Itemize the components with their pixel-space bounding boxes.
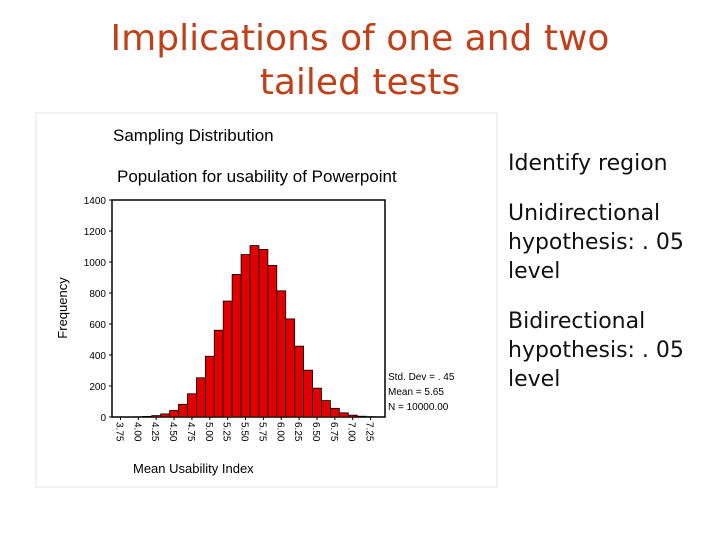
bar bbox=[338, 412, 349, 418]
bar bbox=[151, 415, 162, 418]
y-tick-label: 1000 bbox=[84, 258, 107, 269]
bar bbox=[142, 415, 153, 418]
bar bbox=[213, 329, 224, 418]
y-tick-label: 400 bbox=[89, 351, 106, 362]
bar bbox=[204, 355, 215, 418]
bar bbox=[303, 369, 313, 418]
x-tick-label: 4.50 bbox=[167, 422, 178, 442]
bar bbox=[312, 387, 322, 418]
bar bbox=[267, 265, 278, 418]
x-tick-label: 6.50 bbox=[310, 422, 321, 442]
bar bbox=[321, 400, 331, 418]
bullet-text: hypothesis: . 05 bbox=[508, 338, 684, 363]
x-tick-label: 4.25 bbox=[149, 422, 160, 442]
bar bbox=[347, 414, 358, 418]
x-tick-label: 7.25 bbox=[364, 422, 375, 442]
bar bbox=[258, 249, 269, 418]
bar bbox=[195, 377, 206, 418]
bullet-text: Bidirectional bbox=[508, 309, 645, 334]
y-tick-label: 200 bbox=[89, 382, 106, 393]
bar bbox=[294, 345, 304, 418]
x-tick-label: 3.75 bbox=[113, 422, 124, 442]
chart-subtitle: Population for usability of Powerpoint bbox=[117, 167, 397, 186]
y-tick-label: 800 bbox=[89, 289, 106, 300]
bar bbox=[356, 415, 367, 418]
bar bbox=[187, 393, 197, 418]
y-tick-label: 600 bbox=[89, 320, 106, 331]
x-tick-label: 7.00 bbox=[346, 422, 357, 442]
bar bbox=[169, 410, 179, 418]
x-tick-label: 5.25 bbox=[221, 422, 232, 442]
bar bbox=[285, 318, 296, 418]
bullet-text: Unidirectional bbox=[508, 201, 660, 226]
x-tick-label: 6.75 bbox=[328, 422, 339, 442]
bar bbox=[240, 254, 251, 418]
x-tick-label: 6.25 bbox=[292, 422, 303, 442]
stat-annotation: Std. Dev = . 45 bbox=[388, 372, 455, 383]
bullet-text: level bbox=[508, 367, 560, 392]
bar bbox=[231, 273, 242, 418]
x-tick-label: 4.00 bbox=[131, 422, 142, 442]
bullet-text: hypothesis: . 05 bbox=[508, 230, 684, 255]
y-axis-label: Frequency bbox=[55, 277, 70, 339]
stat-annotation: N = 10000.00 bbox=[388, 402, 449, 413]
x-axis-label: Mean Usability Index bbox=[133, 461, 254, 476]
bar bbox=[276, 290, 287, 418]
x-tick-label: 6.00 bbox=[274, 422, 285, 442]
stat-annotation: Mean = 5.65 bbox=[388, 387, 444, 398]
bar bbox=[249, 245, 260, 418]
bar bbox=[222, 300, 233, 418]
bullet-text: level bbox=[508, 259, 560, 284]
bar bbox=[178, 403, 188, 418]
x-tick-label: 5.00 bbox=[203, 422, 214, 442]
x-tick-label: 5.50 bbox=[239, 422, 250, 442]
x-tick-label: 4.75 bbox=[185, 422, 196, 442]
slide-title: Implications of one and two bbox=[111, 18, 610, 59]
bar bbox=[160, 413, 171, 418]
bar bbox=[329, 407, 340, 418]
y-tick-label: 0 bbox=[100, 413, 106, 424]
chart-title: Sampling Distribution bbox=[113, 126, 274, 145]
slide-title: tailed tests bbox=[260, 62, 461, 103]
bullet-text: Identify region bbox=[508, 151, 668, 176]
x-tick-label: 5.75 bbox=[256, 422, 267, 442]
y-tick-label: 1400 bbox=[84, 196, 107, 207]
y-tick-label: 1200 bbox=[84, 227, 107, 238]
